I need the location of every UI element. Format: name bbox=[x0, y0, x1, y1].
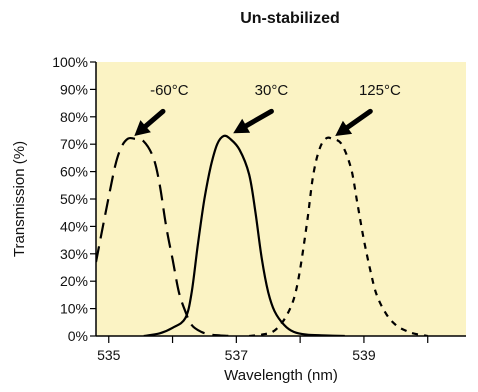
y-tick-label: 60% bbox=[60, 164, 88, 180]
annotation-label: 30°C bbox=[255, 82, 289, 99]
y-tick-label: 50% bbox=[60, 191, 88, 207]
series-layer bbox=[96, 134, 428, 336]
series-line bbox=[143, 134, 345, 336]
annotation-arrow bbox=[143, 108, 166, 129]
series-line bbox=[96, 136, 231, 336]
plot-area bbox=[96, 62, 466, 336]
annotations: -60°C 30°C 125°C bbox=[134, 82, 401, 136]
y-tick-label: 80% bbox=[60, 109, 88, 125]
chart-title: Un-stabilized bbox=[240, 10, 340, 27]
y-axis-ticks: 0% 10% 20% 30% 40% 50% 60% 70% 80% 90% 100% bbox=[52, 54, 96, 344]
x-tick-label: 537 bbox=[225, 347, 249, 363]
y-axis-title: Transmission (%) bbox=[11, 141, 28, 257]
x-axis-ticks: 535 537 539 bbox=[97, 336, 429, 363]
x-tick-label: 535 bbox=[97, 347, 121, 363]
annotation-arrowhead bbox=[233, 118, 251, 134]
y-tick-label: 70% bbox=[60, 136, 88, 152]
y-tick-label: 10% bbox=[60, 301, 88, 317]
annotation-arrowhead bbox=[134, 120, 151, 136]
annotation-arrow bbox=[243, 108, 274, 129]
y-tick-label: 0% bbox=[68, 328, 88, 344]
annotation-label: -60°C bbox=[150, 82, 189, 99]
annotation-arrowhead bbox=[335, 120, 353, 136]
y-tick-label: 90% bbox=[60, 81, 88, 97]
y-tick-label: 40% bbox=[60, 218, 88, 234]
x-axis-title: Wavelength (nm) bbox=[224, 367, 338, 384]
y-tick-label: 100% bbox=[52, 54, 88, 70]
series-line bbox=[248, 136, 428, 336]
y-tick-label: 30% bbox=[60, 246, 88, 262]
annotation-arrow bbox=[344, 108, 373, 130]
annotation-label: 125°C bbox=[359, 82, 401, 99]
x-tick-label: 539 bbox=[352, 347, 376, 363]
y-tick-label: 20% bbox=[60, 273, 88, 289]
